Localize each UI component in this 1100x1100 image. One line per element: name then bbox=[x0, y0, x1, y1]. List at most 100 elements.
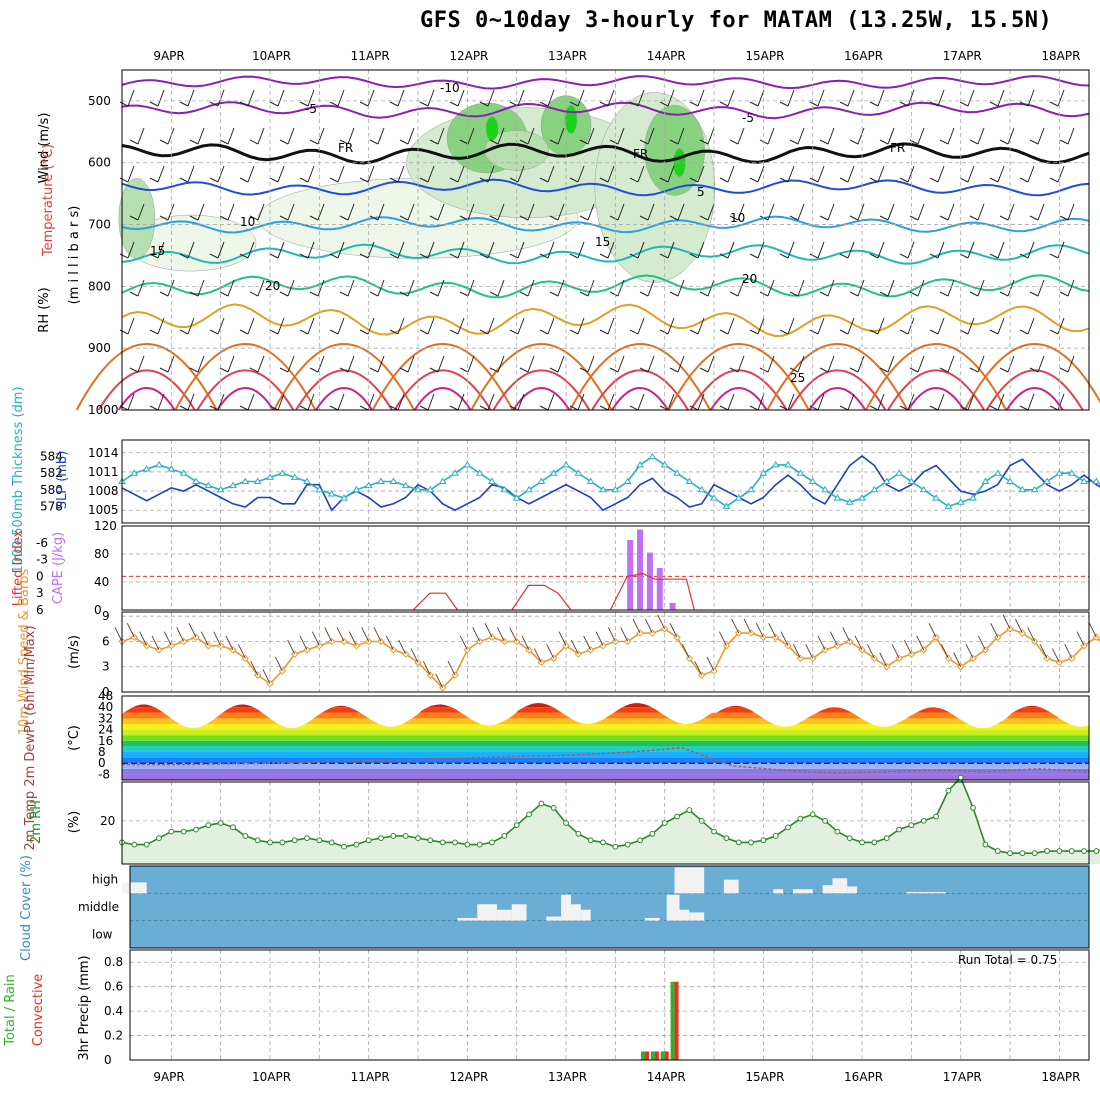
wind-barb-flag bbox=[179, 177, 189, 183]
wind-barb-flag bbox=[459, 215, 469, 221]
wind-barb bbox=[767, 279, 775, 297]
wind-speed-marker bbox=[512, 637, 521, 646]
wind-barb bbox=[157, 241, 165, 259]
wind-barb bbox=[187, 241, 195, 259]
wind-speed-line bbox=[121, 627, 1100, 689]
thickness-marker bbox=[142, 465, 151, 472]
wind-barb bbox=[257, 279, 265, 297]
panel-frame bbox=[121, 611, 1090, 693]
data-marks bbox=[114, 452, 1100, 1060]
wind-barb-flag bbox=[239, 101, 249, 107]
isotherm-line bbox=[121, 142, 1090, 165]
surface-isotherm bbox=[315, 387, 373, 411]
wind-barb-flag bbox=[189, 139, 199, 145]
wind-barb bbox=[139, 631, 148, 646]
wind-barb-flag bbox=[269, 329, 279, 335]
wind-barb bbox=[965, 644, 974, 659]
thickness-tick: 580 bbox=[40, 483, 63, 497]
wind-barb bbox=[1002, 614, 1011, 630]
rh2m-marker bbox=[883, 835, 890, 842]
thickness-marker bbox=[549, 469, 558, 476]
wind-barb bbox=[307, 317, 315, 335]
top-date-label: 18APR bbox=[1041, 49, 1080, 63]
surface-isotherm bbox=[887, 369, 985, 411]
cape-tick: 40 bbox=[94, 575, 109, 589]
wind-barb-flag bbox=[209, 101, 219, 107]
thickness-marker bbox=[673, 469, 681, 476]
wind-barb-flag bbox=[519, 367, 529, 373]
thickness-marker bbox=[401, 481, 410, 489]
precip-legend-total: Total / Rain bbox=[3, 974, 18, 1047]
chart-title: GFS 0~10day 3-hourly for MATAM (13.25W, … bbox=[420, 8, 1053, 33]
wind-barb-flag bbox=[459, 291, 469, 297]
wind-barb bbox=[1007, 355, 1015, 373]
precip-total-bar bbox=[640, 1051, 645, 1060]
wind-barb bbox=[517, 89, 525, 107]
wind-barb-flag bbox=[519, 139, 529, 145]
wind-barb bbox=[866, 644, 875, 659]
wind-speed-marker bbox=[463, 646, 472, 654]
wind-barb-flag bbox=[669, 367, 679, 373]
rh2m-marker bbox=[1068, 848, 1075, 854]
wind-barb bbox=[247, 89, 255, 107]
wind-barb-flag bbox=[699, 367, 709, 373]
rh2m-marker bbox=[809, 811, 816, 818]
precip-total-bar bbox=[670, 981, 675, 1060]
wind-barb bbox=[755, 623, 764, 638]
wind-barb bbox=[727, 393, 735, 411]
wind-barb bbox=[307, 241, 315, 259]
wind-barb bbox=[977, 279, 985, 297]
wind-speed-marker bbox=[426, 671, 435, 679]
wind-barb-flag bbox=[119, 253, 129, 259]
wind-barb-flag bbox=[719, 329, 729, 335]
wind-barb-flag bbox=[249, 367, 259, 373]
top-date-label: 15APR bbox=[745, 49, 784, 63]
thickness-marker bbox=[438, 477, 447, 484]
wind-barb bbox=[997, 393, 1005, 411]
wind-barb bbox=[620, 627, 629, 642]
wind-barb-flag bbox=[669, 291, 679, 297]
thickness-marker bbox=[364, 481, 373, 489]
wind-barb bbox=[997, 317, 1005, 335]
isotherm-line bbox=[121, 215, 1090, 234]
wind-speed-marker bbox=[846, 637, 854, 646]
wind-barb-flag bbox=[429, 139, 439, 145]
wind-barb bbox=[577, 89, 585, 107]
wind-barb bbox=[977, 635, 986, 651]
slp-tick: 1005 bbox=[88, 503, 119, 517]
wind-speed-marker bbox=[796, 654, 805, 663]
wind-speed-marker bbox=[253, 671, 262, 679]
precip-convective-bar bbox=[644, 1051, 649, 1060]
wind-barb-flag bbox=[279, 139, 289, 145]
wind-barb-flag bbox=[1019, 177, 1029, 183]
wind-barb bbox=[373, 627, 382, 642]
wind-barb bbox=[187, 317, 195, 335]
wind-barb-flag bbox=[1049, 253, 1059, 259]
wind-barb-flag bbox=[449, 329, 459, 335]
wind-barb-flag bbox=[309, 139, 319, 145]
wind-barb bbox=[797, 355, 805, 373]
wind-barb bbox=[947, 279, 955, 297]
wind-barb-flag bbox=[899, 101, 909, 107]
wind-barb-flag bbox=[879, 291, 889, 297]
thickness-marker bbox=[179, 469, 188, 476]
dewpoint-line bbox=[122, 747, 1090, 774]
wind-barb bbox=[377, 279, 385, 297]
li-axis-title: Lifted Index bbox=[11, 529, 26, 606]
wind-barb bbox=[457, 393, 465, 411]
wind-barb bbox=[1057, 89, 1065, 107]
wind-barb bbox=[257, 127, 265, 145]
wind-tick: 3 bbox=[102, 660, 110, 674]
wind-barb bbox=[509, 627, 518, 642]
wind-barb bbox=[727, 317, 735, 335]
wind-barb bbox=[547, 165, 555, 183]
rh2m-marker bbox=[353, 841, 360, 848]
wind-barb bbox=[707, 279, 715, 297]
wind-barb bbox=[767, 127, 775, 145]
wind-barb bbox=[1076, 631, 1085, 646]
wind-speed-marker bbox=[759, 633, 768, 641]
wind-speed-marker bbox=[1031, 637, 1039, 646]
wind-barb-flag bbox=[639, 291, 649, 297]
wind-barb-flag bbox=[879, 215, 889, 221]
wind-barb-flag bbox=[819, 291, 829, 297]
